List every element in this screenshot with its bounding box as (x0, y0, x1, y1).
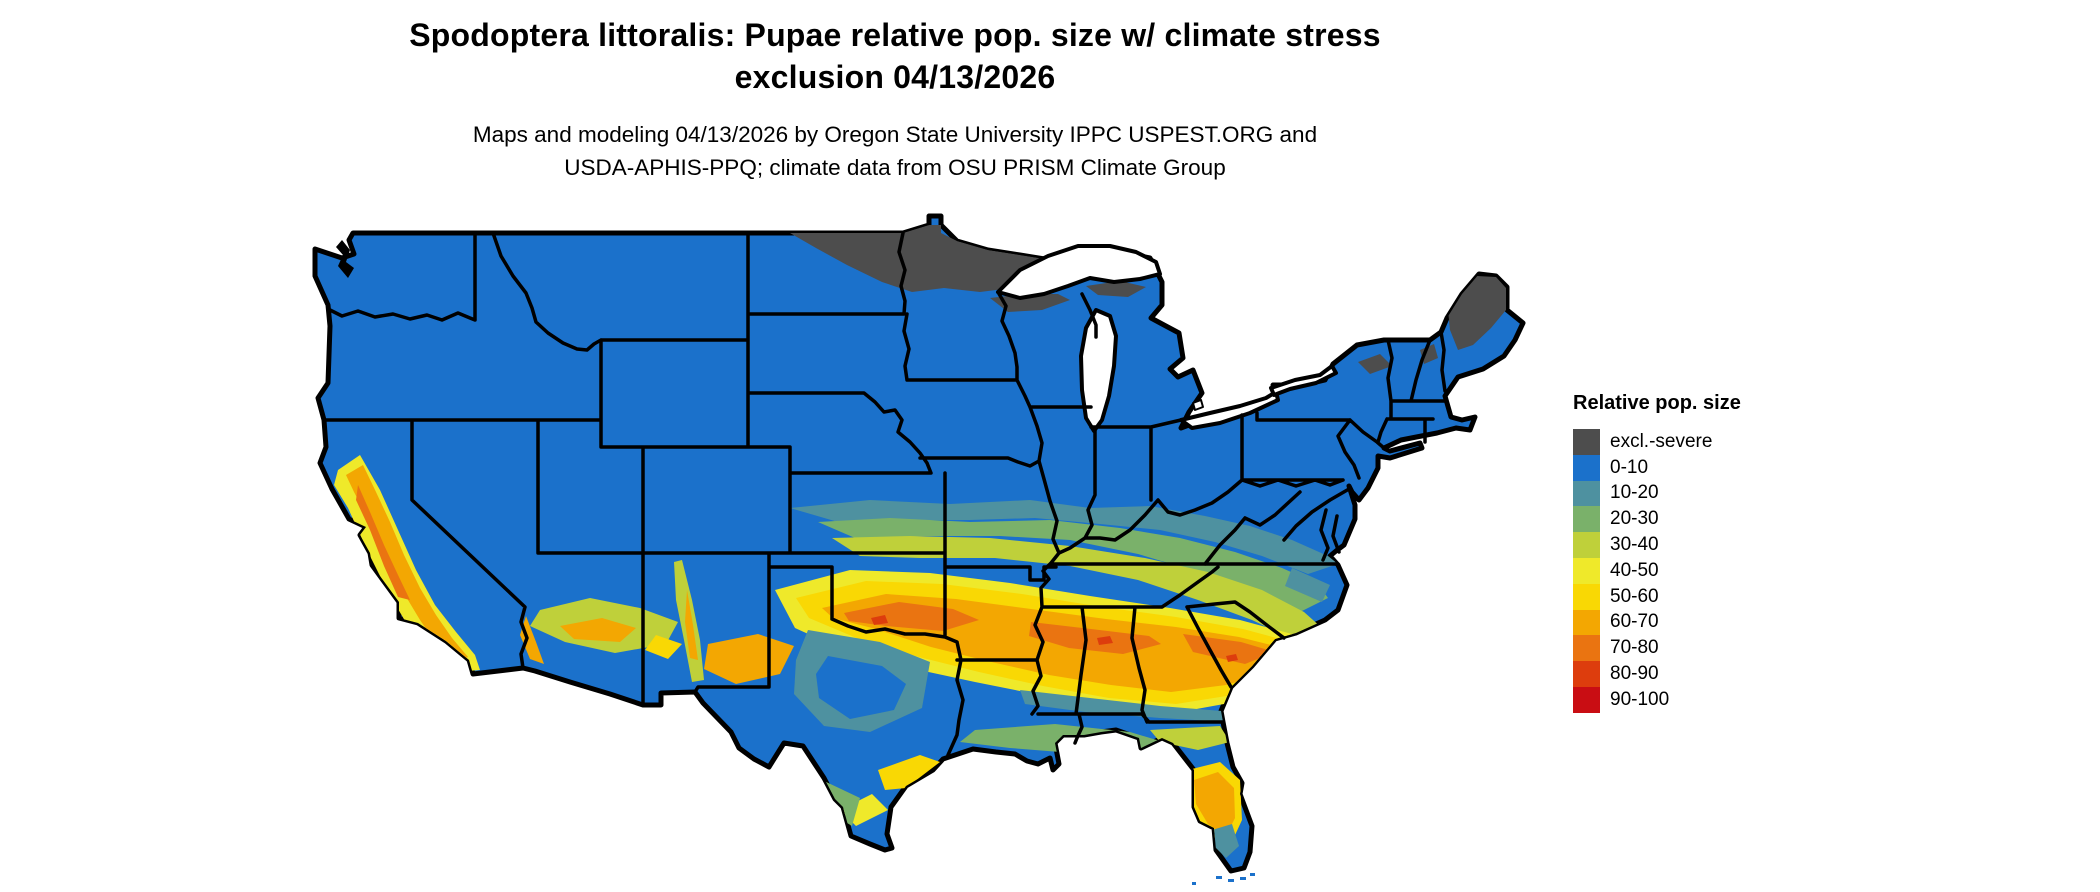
lake-superior (996, 244, 1162, 300)
lake-st-clair (1192, 399, 1204, 411)
legend-item: 20-30 (1573, 506, 1833, 533)
legend-swatch (1573, 480, 1600, 507)
legend-label: 30-40 (1610, 534, 1659, 556)
title-line-2: exclusion 04/13/2026 (734, 59, 1056, 95)
subtitle-line-2: USDA-APHIS-PPQ; climate data from OSU PR… (564, 155, 1226, 180)
legend-swatch (1573, 661, 1600, 687)
legend-item: 70-80 (1573, 635, 1833, 662)
legend-item: 40-50 (1573, 557, 1833, 584)
title-line-1: Spodoptera littoralis: Pupae relative po… (409, 17, 1381, 53)
legend-swatch (1573, 686, 1600, 713)
legend-item: 30-40 (1573, 532, 1833, 558)
puget-sound (336, 240, 354, 278)
legend-label: 20-30 (1610, 508, 1659, 530)
legend-swatch (1573, 429, 1600, 455)
great-lakes (996, 244, 1338, 433)
legend-label: 70-80 (1610, 637, 1659, 659)
lake-ontario (1269, 364, 1338, 397)
legend-item: 90-100 (1573, 686, 1833, 713)
legend-swatch (1573, 557, 1600, 584)
legend-swatch (1573, 454, 1600, 481)
legend-item: excl.-severe (1573, 429, 1833, 455)
legend-swatch (1573, 506, 1600, 533)
legend-label: 90-100 (1610, 688, 1670, 710)
legend-swatch (1573, 635, 1600, 662)
legend-swatch (1573, 609, 1600, 636)
legend-item: 50-60 (1573, 583, 1833, 610)
legend-item: 80-90 (1573, 661, 1833, 687)
legend-item: 0-10 (1573, 454, 1833, 481)
legend-item: 10-20 (1573, 480, 1833, 507)
legend-label: 80-90 (1610, 663, 1659, 685)
legend-label: excl.-severe (1610, 430, 1713, 452)
florida-keys (1192, 873, 1255, 885)
legend-label: 40-50 (1610, 559, 1659, 581)
legend-rows: excl.-severe 0-10 10-20 20-30 30-40 40-50 50-6… (1573, 429, 1833, 713)
legend-label: 0-10 (1610, 456, 1649, 478)
legend-label: 60-70 (1610, 611, 1659, 633)
page-subtitle: Maps and modeling 04/13/2026 by Oregon S… (230, 118, 1560, 184)
legend-swatch (1573, 532, 1600, 558)
legend-title: Relative pop. size (1573, 392, 1741, 414)
page-title: Spodoptera littoralis: Pupae relative po… (230, 14, 1560, 98)
legend-label: 50-60 (1610, 585, 1659, 607)
legend-label: 10-20 (1610, 482, 1659, 504)
legend-swatch (1573, 583, 1600, 610)
legend-item: 60-70 (1573, 609, 1833, 636)
us-choropleth-map (312, 213, 1526, 885)
subtitle-line-1: Maps and modeling 04/13/2026 by Oregon S… (472, 122, 1318, 147)
state-borders (322, 231, 1447, 757)
legend: Relative pop. size excl.-severe 0-10 10-20… (1573, 392, 1833, 713)
